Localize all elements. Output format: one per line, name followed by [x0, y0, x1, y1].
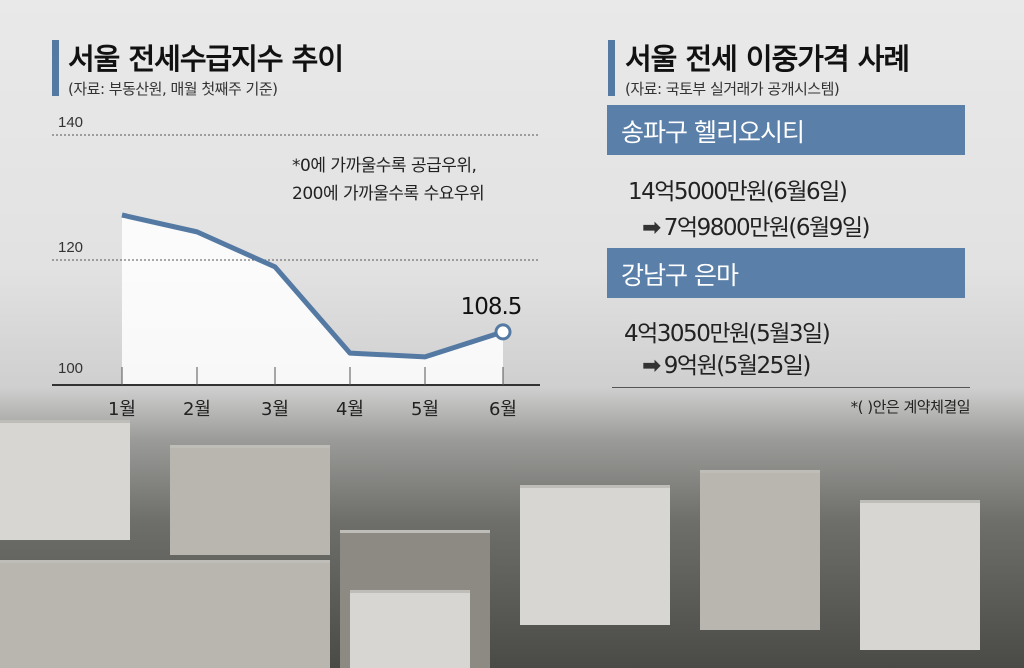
divider: [612, 387, 970, 388]
after-text: 9억원(5월25일): [663, 353, 812, 379]
chart-note: *0에 가까울수록 공급우위, 200에 가까울수록 수요우위: [292, 152, 485, 208]
after-text: 7억9800만원(6월9일): [663, 215, 871, 241]
arrow-right-icon: ➡: [642, 215, 661, 241]
title-accent-bar: [52, 40, 59, 96]
case-before-price: 14억5000만원(6월6일): [628, 179, 848, 205]
note-line: 200에 가까울수록 수요우위: [292, 184, 485, 204]
building-bg: [0, 420, 130, 540]
building-bg: [350, 590, 470, 668]
x-tick-label: 2월: [183, 399, 211, 420]
building-bg: [170, 445, 330, 555]
x-tick-label: 3월: [261, 399, 289, 420]
y-tick-label: 140: [58, 114, 83, 131]
cases-title: 서울 전세 이중가격 사례: [625, 42, 910, 76]
note-line: *0에 가까울수록 공급우위,: [292, 156, 477, 176]
building-bg: [520, 485, 670, 625]
data-label: 108.5: [461, 294, 522, 320]
footnote: *( )안은 계약체결일: [850, 398, 971, 416]
building-bg: [860, 500, 980, 650]
case-after-price: ➡ 9억원(5월25일): [642, 346, 812, 380]
y-tick-label: 120: [58, 239, 83, 256]
chart-title: 서울 전세수급지수 추이: [68, 42, 344, 76]
chart-source: (자료: 부동산원, 매월 첫째주 기준): [68, 80, 278, 98]
area-fill: [122, 215, 503, 385]
arrow-right-icon: ➡: [642, 353, 661, 379]
case-header: 강남구 은마: [607, 248, 965, 298]
case-before-price: 4억3050만원(5월3일): [624, 321, 831, 347]
building-bg: [0, 560, 330, 668]
x-tick-label: 1월: [108, 399, 136, 420]
cases-source: (자료: 국토부 실거래가 공개시스템): [625, 80, 840, 98]
x-tick-label: 6월: [489, 399, 517, 420]
case-header: 송파구 헬리오시티: [607, 105, 965, 155]
case-after-price: ➡ 7억9800만원(6월9일): [642, 208, 871, 242]
x-tick-label: 5월: [411, 399, 439, 420]
building-bg: [700, 470, 820, 630]
data-point-marker: [494, 323, 512, 341]
x-tick-label: 4월: [336, 399, 364, 420]
series-line: [121, 212, 504, 360]
title-accent-bar: [608, 40, 615, 96]
y-tick-label: 100: [58, 360, 83, 377]
